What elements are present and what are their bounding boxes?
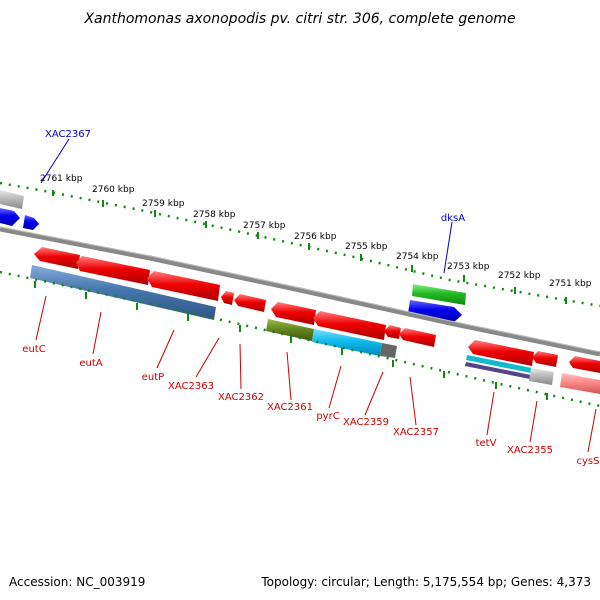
leader-line: [443, 221, 453, 274]
inner-leader-lines: [35, 295, 597, 453]
tick-label: 2757 kbp: [243, 221, 286, 231]
forward-gene-small-blue: [23, 215, 39, 230]
reverse-gene-xac2355: [532, 351, 558, 367]
reverse-gene-small-2: [384, 325, 401, 339]
gene-label-xac2359: XAC2359: [343, 417, 389, 428]
gene-label-tetV: tetV: [476, 438, 497, 449]
feature-bar-purple: [465, 362, 531, 379]
genome-backbone-highlight: [0, 226, 600, 353]
leader-line: [40, 138, 70, 184]
inner-tick-track: [0, 270, 600, 408]
feature-bar-cyan-2: [466, 355, 532, 373]
reverse-gene-eutA: [76, 256, 150, 285]
tick-label: 2753 kbp: [447, 262, 490, 272]
reverse-gene-pyrC: [313, 311, 386, 340]
outer-major-ticks: [52, 190, 567, 304]
gene-label-eutA: eutA: [79, 358, 102, 369]
reverse-gene-xac2363: [234, 294, 266, 312]
tick-label: 2759 kbp: [142, 199, 185, 209]
gene-label-eutP: eutP: [142, 372, 164, 383]
inner-major-ticks: [34, 281, 548, 400]
map-title: Xanthomonas axonopodis pv. citri str. 30…: [83, 11, 515, 27]
gene-label-cysS: cysS: [577, 456, 600, 467]
forward-gene-xac2367: [0, 208, 20, 226]
forward-gene-green: [412, 284, 466, 305]
gene-label-xac2357: XAC2357: [393, 427, 439, 438]
genome-summary-text: Topology: circular; Length: 5,175,554 bp…: [260, 575, 591, 589]
gene-label-xac2361: XAC2361: [267, 402, 313, 413]
forward-gene-dksA: [408, 300, 462, 322]
tick-label: 2761 kbp: [40, 174, 83, 184]
outer-tick-track: [0, 181, 600, 308]
tick-label: 2752 kbp: [498, 271, 541, 281]
gene-label-xac2363: XAC2363: [168, 381, 214, 392]
gene-label-eutC: eutC: [22, 344, 45, 355]
gene-label-dksA: dksA: [441, 213, 465, 224]
forward-gene-grey: [0, 190, 24, 209]
reverse-gene-xac2359: [399, 328, 436, 347]
feature-bar-grey-2: [529, 368, 554, 385]
gene-label-xac2355: XAC2355: [507, 445, 553, 456]
gene-label-xac2362: XAC2362: [218, 392, 264, 403]
tick-labels: 2761 kbp 2760 kbp 2759 kbp 2758 kbp 2757…: [40, 174, 592, 289]
reverse-gene-eutC: [34, 247, 80, 269]
accession-text: Accession: NC_003919: [9, 575, 145, 589]
tick-label: 2756 kbp: [294, 232, 337, 242]
reverse-gene-tetV: [468, 340, 534, 366]
tick-label: 2758 kbp: [193, 210, 236, 220]
reverse-gene-xac2361: [271, 302, 316, 325]
feature-bar-steelblue: [30, 265, 216, 320]
tick-label: 2754 kbp: [396, 252, 439, 262]
tick-label: 2751 kbp: [549, 279, 592, 289]
tick-label: 2760 kbp: [92, 185, 135, 195]
tick-label: 2755 kbp: [345, 242, 388, 252]
feature-bar-pink: [560, 373, 600, 394]
gene-label-pyrC: pyrC: [316, 411, 339, 422]
reverse-gene-cysS: [569, 356, 600, 373]
reverse-gene-eutP: [147, 271, 220, 301]
reverse-gene-small-1: [221, 291, 234, 305]
genome-backbone: [0, 226, 600, 357]
feature-bar-grey-1: [380, 343, 397, 358]
feature-bar-olive: [266, 319, 314, 341]
gene-label-xac2367: XAC2367: [45, 129, 91, 140]
feature-bar-cyan: [312, 329, 382, 356]
